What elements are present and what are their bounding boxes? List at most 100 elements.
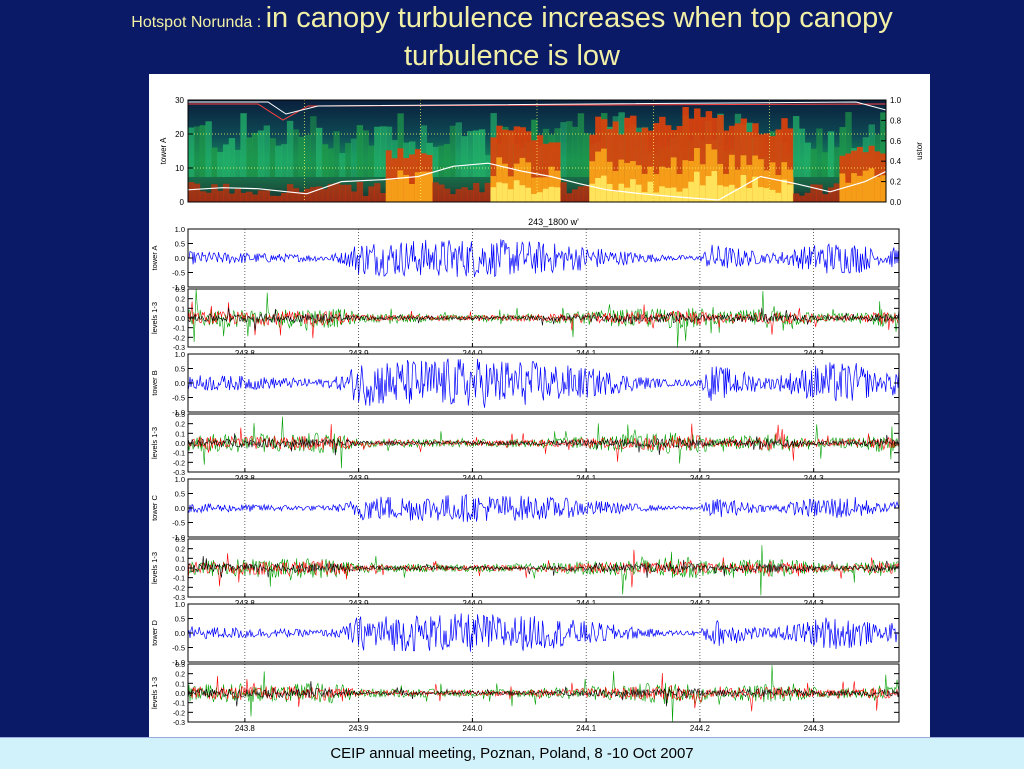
heatmap-cell <box>630 179 637 202</box>
heatmap-cell <box>717 114 724 202</box>
title-main-line1: in canopy turbulence increases when top … <box>265 2 893 34</box>
heatmap-cell <box>228 193 236 202</box>
heatmap-chart: 0 10 20 30 0.0 0.2 0.4 0.6 0.8 1.0 tower A ustor <box>159 96 924 207</box>
tower-label: tower D <box>150 619 159 645</box>
level2-signal <box>187 549 900 588</box>
levels-ytick-label: -0.1 <box>173 326 185 333</box>
heatmap-cell <box>298 191 305 202</box>
heatmap-cell <box>781 179 788 202</box>
heatmap-cell <box>851 173 858 202</box>
heatmap-cell <box>624 162 631 202</box>
heatmap-cell <box>438 184 445 202</box>
x-tick-label: 244.3 <box>804 724 825 733</box>
heatmap-cell <box>345 143 352 177</box>
heatmap-y2tick-label: 0.6 <box>890 137 902 146</box>
heatmap-cell <box>525 162 532 202</box>
heatmap-cell <box>787 184 794 202</box>
heatmap-cell <box>618 183 625 202</box>
panel-tower-0: 1.0 0.5 0.0 -0.5 -1.0 tower A 0.3 0.2 0.1 0.0 -0.1… <box>150 225 900 358</box>
heatmap-cell <box>787 128 794 202</box>
heatmap-cell <box>670 157 678 202</box>
heatmap-cell <box>507 176 515 202</box>
tower-ytick-label: 0.0 <box>175 379 185 388</box>
heatmap-cell <box>188 182 195 202</box>
footer-text: CEIP annual meeting, Poznan, Poland, 8 -… <box>330 745 694 762</box>
heatmap-cell <box>641 192 649 202</box>
heatmap-cell <box>664 187 672 202</box>
heatmap-cell <box>502 183 509 202</box>
heatmap-cell <box>537 135 544 202</box>
levels-ytick-label: 0.3 <box>175 662 185 669</box>
tower-ytick-label: 1.0 <box>175 225 185 234</box>
heatmap-cell <box>368 145 375 177</box>
tower-ytick-label: 0.0 <box>175 629 185 638</box>
tower-ytick-label: 0.0 <box>175 254 185 263</box>
levels-ytick-label: 0.1 <box>175 306 185 313</box>
heatmap-cell <box>659 116 666 202</box>
heatmap-cell <box>577 186 585 202</box>
heatmap-cell <box>595 151 602 202</box>
heatmap-cell <box>688 118 695 202</box>
heatmap-cell <box>473 182 480 202</box>
heatmap-cell <box>246 137 253 177</box>
heatmap-cell <box>379 193 387 202</box>
heatmap-cell <box>531 194 538 202</box>
tower-ytick-label: 0.5 <box>175 240 185 249</box>
heatmap-cell <box>566 193 573 202</box>
heatmap-cell <box>647 130 654 202</box>
heatmap-cell <box>432 182 439 202</box>
levels-ytick-label: 0.2 <box>175 422 185 429</box>
tower-ytick-label: 0.5 <box>175 490 185 499</box>
tower-frame <box>187 478 900 538</box>
heatmap-cell <box>222 183 230 202</box>
heatmap-cell <box>670 187 678 202</box>
heatmap-cell <box>839 127 846 177</box>
heatmap-cell <box>763 188 771 202</box>
heatmap-cell <box>391 179 398 202</box>
heatmap-cell <box>769 189 777 202</box>
level1-signal <box>187 416 900 469</box>
heatmap-cell <box>513 180 521 202</box>
heatmap-cell <box>409 154 416 202</box>
time-series-chart: 243_1800 w' 1.0 0.5 0.0 -0.5 -1.0 tower A 0.3 0.… <box>150 217 900 733</box>
heatmap-cell <box>519 185 526 202</box>
tower-signal <box>187 239 900 278</box>
heatmap-cell <box>432 146 439 177</box>
heatmap-cell <box>624 187 631 202</box>
heatmap-cell <box>461 187 468 202</box>
levels-label: levels 1-3 <box>150 302 159 334</box>
heatmap-ytick-label: 20 <box>175 130 184 139</box>
heatmap-ytick-label: 0 <box>180 198 185 207</box>
heatmap-cell <box>664 167 672 202</box>
heatmap-cell <box>740 174 747 202</box>
heatmap-cell <box>240 192 247 202</box>
heatmap-cell <box>356 125 364 177</box>
heatmap-cell <box>612 170 620 202</box>
heatmap-cell <box>775 129 782 202</box>
levels-ytick-label: 0.2 <box>175 672 185 679</box>
heatmap-cell <box>874 151 881 202</box>
heatmap-cell <box>717 185 724 202</box>
heatmap-cell <box>583 133 590 177</box>
heatmap-cell <box>420 171 428 202</box>
heatmap-cell <box>449 125 457 177</box>
heatmap-cell <box>723 130 730 202</box>
tower-ytick-label: -1.0 <box>172 408 185 417</box>
heatmap-cell <box>281 144 288 177</box>
levels-ytick-label: 0.0 <box>175 566 185 573</box>
heatmap-cell <box>752 176 759 202</box>
heatmap-cell <box>473 130 480 177</box>
heatmap-cell <box>641 127 649 202</box>
heatmap-cell <box>822 194 829 202</box>
levels-ytick-label: -0.1 <box>173 451 185 458</box>
heatmap-cell <box>763 170 771 202</box>
levels-ytick-label: -0.2 <box>173 460 185 467</box>
heatmap-cell <box>798 195 806 202</box>
heatmap-cell <box>833 183 841 202</box>
heatmap-cell <box>269 138 276 177</box>
heatmap-cell <box>845 112 852 177</box>
heatmap-cell <box>548 186 556 202</box>
heatmap-y2tick-label: 0.0 <box>890 198 902 207</box>
tower-ytick-label: -1.0 <box>172 283 185 292</box>
heatmap-cell <box>222 144 230 177</box>
